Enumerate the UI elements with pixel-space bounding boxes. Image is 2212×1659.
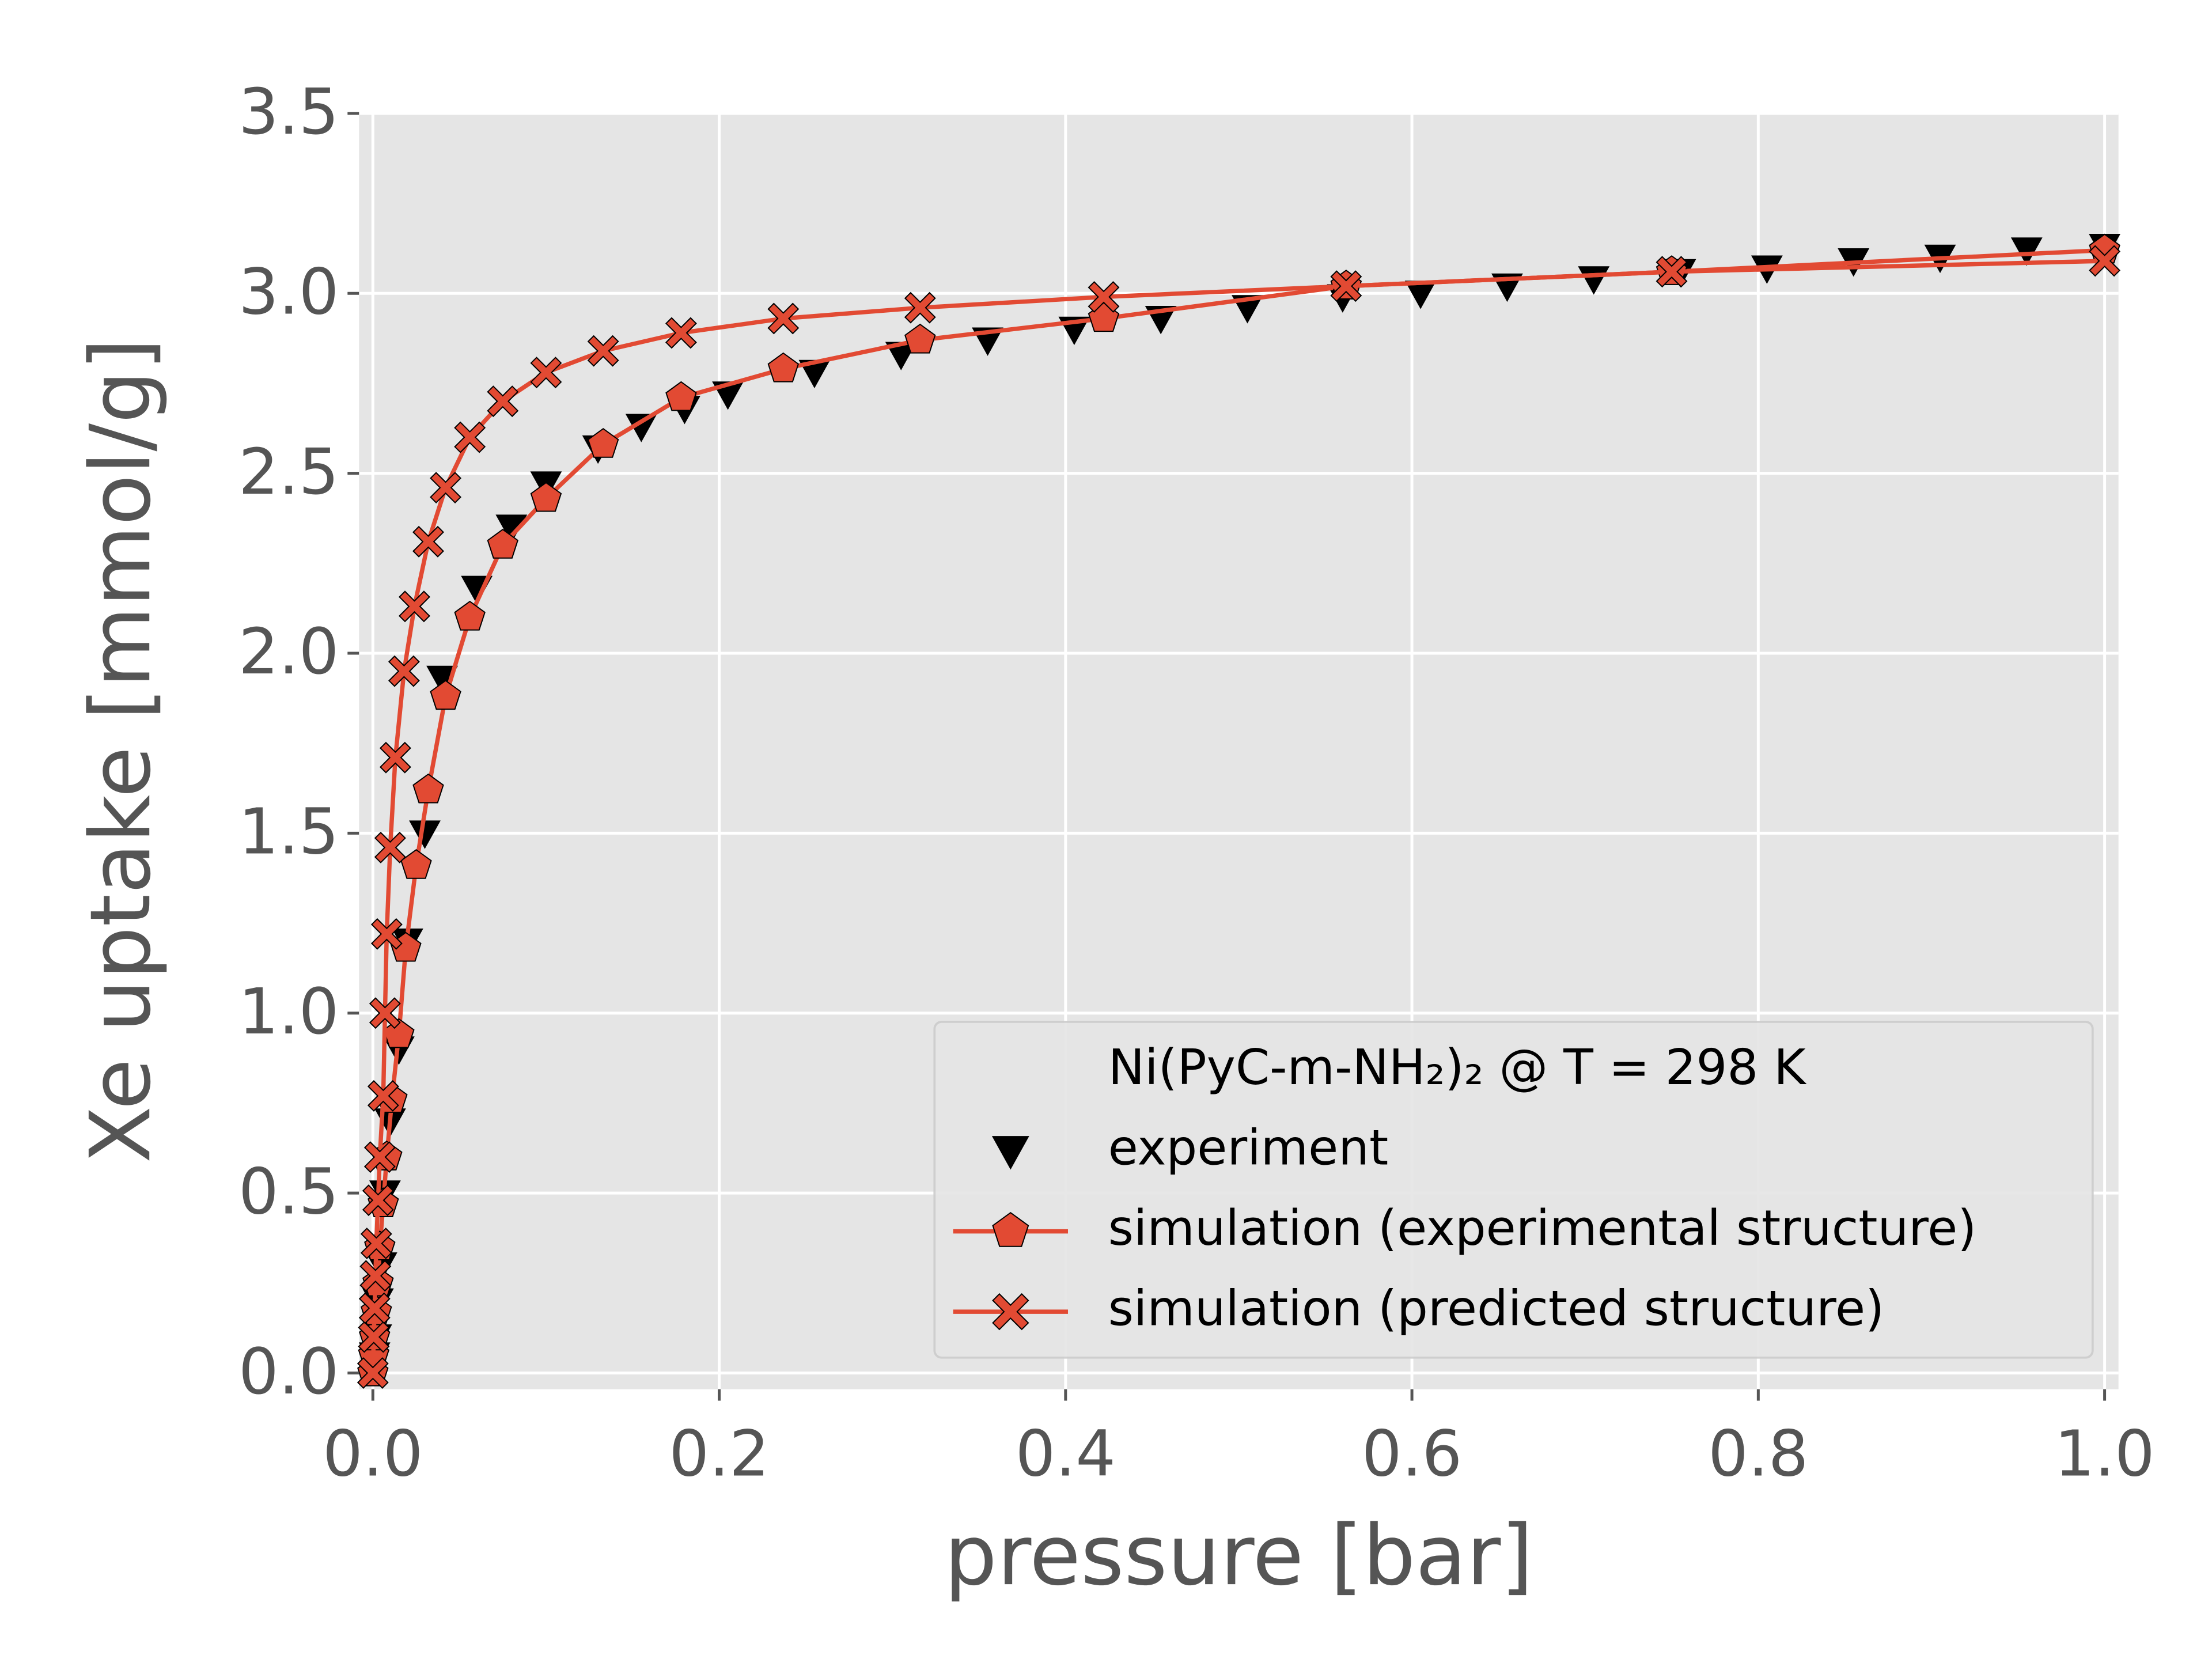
x-tick-label: 0.4 bbox=[1016, 1416, 1116, 1490]
y-axis-label: Xe uptake [mmol/g] bbox=[73, 338, 169, 1163]
x-tick-label: 0.2 bbox=[669, 1416, 769, 1490]
data-point bbox=[904, 291, 936, 324]
data-point bbox=[374, 831, 406, 863]
data-point bbox=[388, 655, 420, 687]
legend-marker bbox=[992, 1293, 1029, 1331]
data-point bbox=[625, 414, 657, 442]
data-point bbox=[798, 359, 831, 389]
data-point bbox=[426, 665, 458, 695]
data-point bbox=[587, 427, 619, 458]
data-point bbox=[1330, 270, 1362, 302]
data-point bbox=[412, 773, 444, 804]
y-tick-label: 3.0 bbox=[238, 255, 339, 328]
data-point bbox=[358, 1292, 391, 1324]
x-tick-label: 0.6 bbox=[1362, 1416, 1462, 1490]
y-tick-label: 0.0 bbox=[238, 1335, 339, 1408]
legend-label: simulation (experimental structure) bbox=[1108, 1199, 1977, 1256]
x-tick-label: 0.0 bbox=[323, 1416, 423, 1490]
data-point bbox=[904, 323, 936, 354]
y-tick-label: 2.0 bbox=[238, 615, 339, 688]
data-point bbox=[665, 381, 697, 411]
data-point bbox=[487, 528, 519, 559]
data-point bbox=[1656, 256, 1688, 288]
data-point bbox=[357, 1357, 389, 1389]
data-point bbox=[1088, 281, 1120, 313]
data-point bbox=[359, 1260, 392, 1292]
data-point bbox=[370, 918, 403, 950]
data-point bbox=[399, 590, 430, 623]
data-point bbox=[665, 317, 697, 349]
data-point bbox=[530, 482, 562, 512]
data-point bbox=[1404, 281, 1437, 309]
data-point bbox=[495, 514, 528, 543]
data-point bbox=[767, 352, 800, 382]
x-axis-label: pressure [bar] bbox=[944, 1508, 1533, 1604]
legend-box bbox=[933, 1020, 2094, 1359]
legend-label: experiment bbox=[1108, 1119, 1388, 1176]
legend-title: Ni(PyC-m-NH₂)₂ @ T = 298 K bbox=[1108, 1039, 1807, 1096]
data-point bbox=[2089, 245, 2121, 277]
x-tick-label: 0.8 bbox=[1708, 1416, 1808, 1490]
y-tick-label: 1.0 bbox=[238, 975, 339, 1048]
x-tick-label: 1.0 bbox=[2054, 1416, 2154, 1490]
data-point bbox=[454, 421, 486, 453]
data-point bbox=[430, 680, 461, 710]
data-point bbox=[412, 525, 444, 558]
data-point bbox=[454, 600, 486, 631]
legend-marker bbox=[991, 1136, 1029, 1170]
y-tick-label: 1.5 bbox=[238, 795, 339, 869]
data-point bbox=[367, 1080, 399, 1112]
data-point bbox=[379, 741, 411, 774]
data-point bbox=[587, 335, 619, 367]
data-point bbox=[767, 302, 800, 335]
y-tick-label: 3.5 bbox=[238, 75, 339, 149]
legend-label: simulation (predicted structure) bbox=[1108, 1280, 1884, 1337]
data-point bbox=[362, 1184, 394, 1217]
data-point bbox=[430, 472, 462, 504]
data-point bbox=[360, 1228, 392, 1260]
data-point bbox=[530, 357, 562, 389]
data-point bbox=[409, 820, 441, 849]
y-tick-label: 2.5 bbox=[238, 435, 339, 509]
y-tick-label: 0.5 bbox=[238, 1154, 339, 1228]
legend-marker bbox=[992, 1211, 1029, 1247]
data-point bbox=[885, 342, 917, 370]
data-point bbox=[487, 385, 519, 418]
data-point bbox=[363, 1141, 396, 1173]
data-point bbox=[2010, 237, 2043, 266]
data-point bbox=[369, 997, 401, 1029]
